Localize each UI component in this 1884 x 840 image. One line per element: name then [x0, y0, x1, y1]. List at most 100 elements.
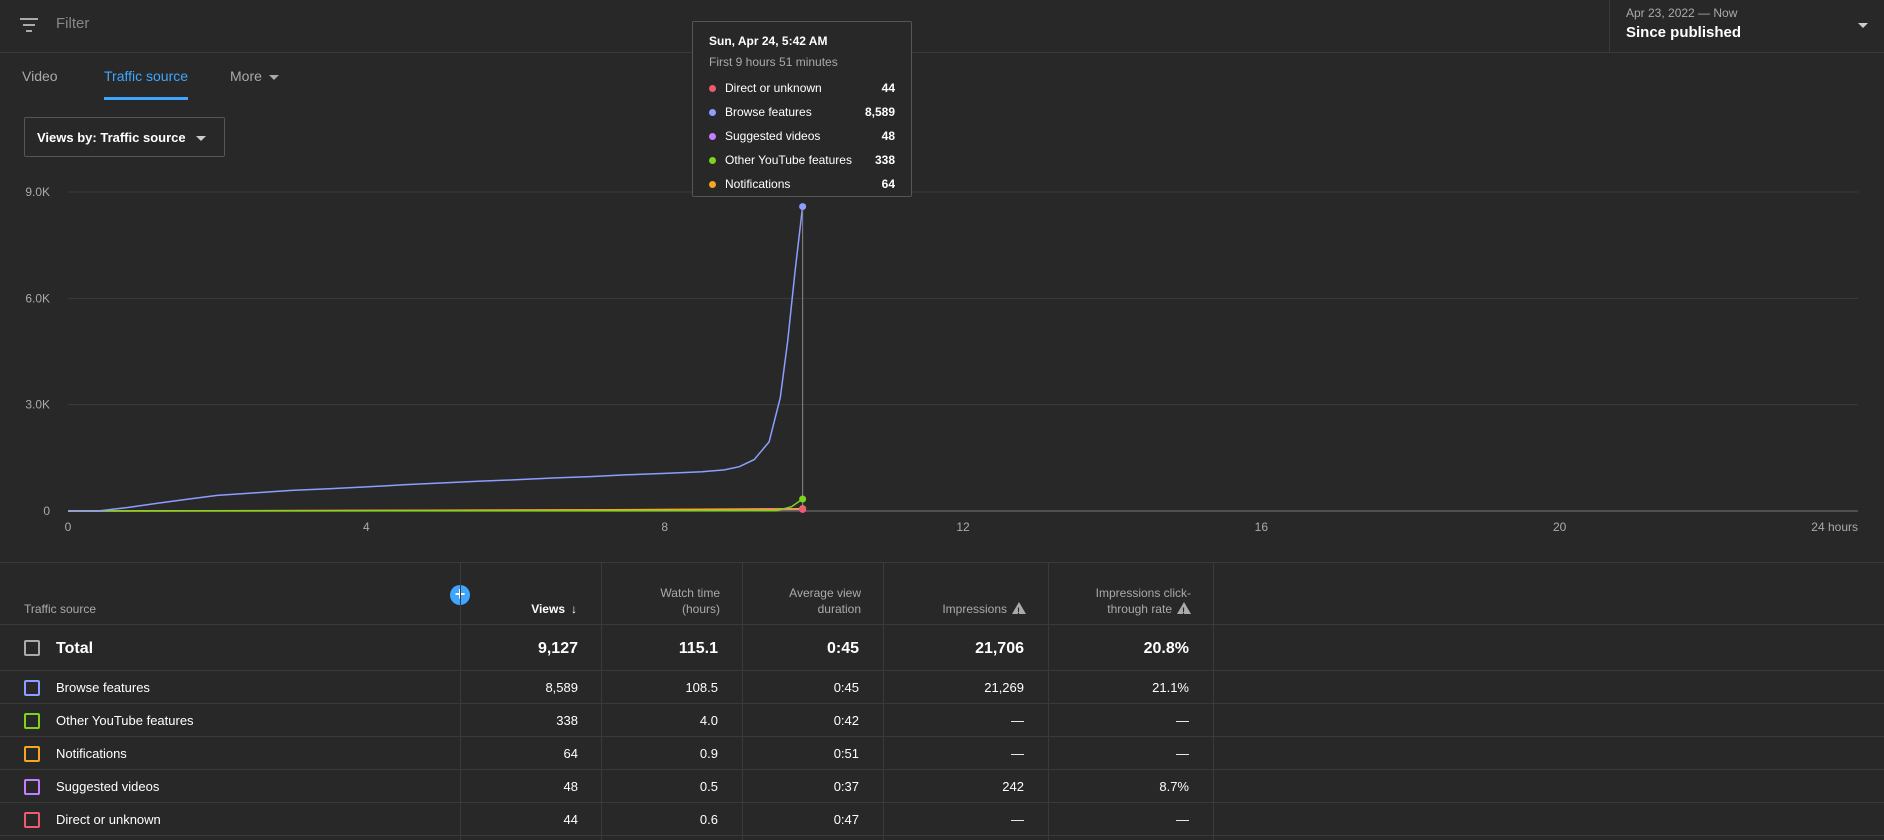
chevron-down-icon [268, 74, 279, 80]
x-tick-label: 24 hours [1811, 520, 1858, 534]
tooltip-row: Other YouTube features 338 [709, 149, 895, 173]
tooltip-subtitle: First 9 hours 51 minutes [709, 55, 838, 69]
row-checkbox[interactable] [24, 746, 40, 762]
x-tick-label: 8 [661, 520, 668, 534]
cursor-point [799, 495, 807, 503]
tooltip-series-value: 64 [881, 177, 895, 191]
column-divider [460, 563, 461, 840]
row-label: Direct or unknown [56, 812, 161, 827]
warning-icon[interactable] [1012, 602, 1026, 619]
tab-traffic-source[interactable]: Traffic source [104, 54, 189, 100]
cell-watch-time: 0.5 [699, 779, 718, 794]
tab-video[interactable]: Video [22, 54, 58, 100]
tooltip-series-value: 8,589 [864, 105, 895, 119]
cell-avg-duration: 0:45 [826, 640, 859, 657]
header-traffic-source[interactable]: Traffic source [0, 563, 460, 625]
cell-views: 48 [563, 779, 578, 794]
chart-series [67, 206, 804, 512]
legend-dot-icon [709, 85, 716, 92]
warning-icon[interactable] [1177, 602, 1191, 619]
row-checkbox[interactable] [24, 812, 40, 828]
cell-watch-time: 0.6 [699, 812, 718, 827]
filter-icon[interactable] [20, 18, 38, 32]
header-views[interactable]: Views ↓ [460, 563, 601, 625]
tab-more[interactable]: More [230, 54, 279, 100]
cell-ctr: 20.8% [1143, 640, 1189, 657]
tab-label: Video [22, 68, 58, 84]
header-label: Views [531, 602, 565, 616]
table-row[interactable]: Other YouTube features 338 4.0 0:42 — — [0, 704, 1884, 737]
dropdown-caret-icon [196, 136, 206, 141]
y-tick-label: 6.0K [25, 291, 50, 305]
row-label: Other YouTube features [56, 713, 194, 728]
series-line-other-youtube-features [67, 498, 804, 512]
y-axis-ticks: 0 3.0K 6.0K 9.0K [25, 185, 50, 518]
x-axis-ticks: 0 4 8 12 16 20 24 hours [65, 520, 1858, 534]
cell-views: 64 [563, 746, 578, 761]
x-tick-label: 20 [1553, 520, 1567, 534]
tooltip-series-name: Suggested videos [725, 129, 821, 143]
tooltip-row: Browse features 8,589 [709, 101, 895, 125]
y-tick-label: 3.0K [25, 398, 50, 412]
header-impressions[interactable]: Impressions [883, 563, 1048, 625]
series-line-browse-features [68, 206, 804, 512]
row-label: Total [56, 640, 94, 657]
table-row[interactable]: Notifications 64 0.9 0:51 — — [0, 737, 1884, 770]
tooltip-row: Direct or unknown 44 [709, 77, 895, 101]
table-row[interactable]: Browse features 8,589 108.5 0:45 21,269 21.1% [0, 671, 1884, 704]
header-ctr[interactable]: Impressions click-through rate [1048, 563, 1213, 625]
cell-watch-time: 0.9 [699, 746, 718, 761]
tab-label: More [230, 68, 262, 84]
legend-dot-icon [709, 181, 716, 188]
cell-ctr: — [1176, 713, 1189, 728]
table-total-row[interactable]: Total 9,127 115.1 0:45 21,706 20.8% [0, 625, 1884, 671]
filter-input[interactable]: Filter [56, 15, 90, 32]
dropdown-caret-icon [1858, 23, 1868, 28]
legend-dot-icon [709, 109, 716, 116]
cell-impressions: 242 [1002, 779, 1024, 794]
traffic-line-chart[interactable]: 0 3.0K 6.0K 9.0K 0 4 8 12 16 20 24 hours [0, 175, 1884, 545]
cell-ctr: 8.7% [1159, 779, 1189, 794]
tooltip-rows: Direct or unknown 44 Browse features 8,589 S… [709, 77, 895, 197]
header-label: Impressions click-through rate [1095, 586, 1191, 616]
cell-views: 9,127 [537, 640, 578, 657]
tooltip-series-name: Notifications [725, 177, 791, 191]
tab-bar: Video Traffic source More [0, 54, 1884, 100]
date-range-label: Since published [1626, 24, 1742, 41]
cell-avg-duration: 0:51 [833, 746, 859, 761]
views-by-dropdown[interactable]: Views by: Traffic source [24, 117, 225, 157]
chart-cursor [799, 203, 807, 513]
column-divider [742, 563, 743, 840]
cell-avg-duration: 0:42 [833, 713, 859, 728]
tooltip-series-name: Other YouTube features [725, 153, 852, 167]
row-label: Suggested videos [56, 779, 160, 794]
tooltip-series-value: 48 [881, 129, 895, 143]
row-checkbox[interactable] [24, 713, 40, 729]
table-header: Traffic source + Views↓ Watch time (hour… [0, 563, 1884, 625]
legend-dot-icon [709, 133, 716, 140]
tooltip-series-name: Browse features [725, 105, 812, 119]
row-checkbox[interactable] [24, 640, 40, 656]
x-tick-label: 12 [956, 520, 970, 534]
date-range-picker[interactable]: Apr 23, 2022 — Now Since published [1609, 0, 1884, 53]
x-tick-label: 4 [363, 520, 370, 534]
header-label: Average view duration [789, 586, 861, 616]
tooltip-row: Suggested videos 48 [709, 125, 895, 149]
table-row[interactable]: Suggested videos 48 0.5 0:37 242 8.7% [0, 770, 1884, 803]
filter-bar: Filter Apr 23, 2022 — Now Since publishe… [0, 0, 1884, 53]
row-checkbox[interactable] [24, 680, 40, 696]
cell-watch-time: 4.0 [699, 713, 718, 728]
header-avg-duration[interactable]: Average view duration [742, 563, 883, 625]
cell-avg-duration: 0:47 [833, 812, 859, 827]
cell-views: 8,589 [545, 680, 578, 695]
header-watch-time[interactable]: Watch time (hours) [601, 563, 742, 625]
column-divider [883, 563, 884, 840]
cell-impressions: — [1011, 746, 1024, 761]
row-label: Browse features [56, 680, 150, 695]
table-row[interactable]: Direct or unknown 44 0.6 0:47 — — [0, 803, 1884, 836]
cell-ctr: — [1176, 812, 1189, 827]
tooltip-row: Notifications 64 [709, 173, 895, 197]
cursor-point [799, 505, 807, 513]
cell-views: 44 [563, 812, 578, 827]
row-checkbox[interactable] [24, 779, 40, 795]
